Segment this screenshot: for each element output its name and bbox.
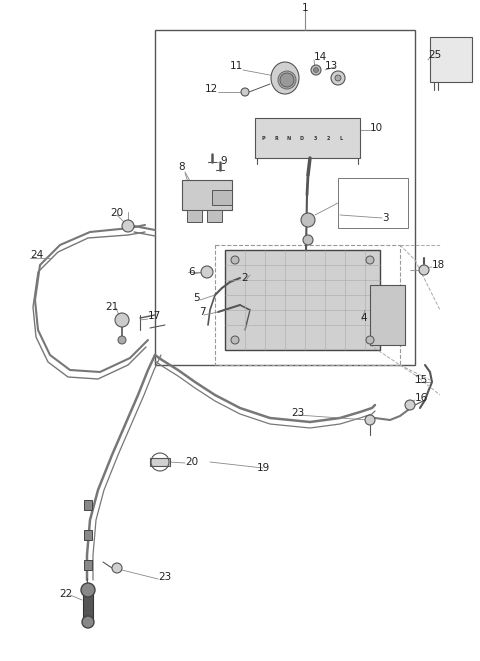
Text: N: N bbox=[287, 136, 291, 141]
Text: 25: 25 bbox=[428, 50, 441, 60]
Bar bbox=[212, 190, 232, 205]
Bar bbox=[84, 500, 92, 510]
Circle shape bbox=[303, 235, 313, 245]
Circle shape bbox=[301, 213, 315, 227]
Ellipse shape bbox=[271, 62, 299, 94]
Bar bbox=[370, 285, 405, 345]
Circle shape bbox=[365, 415, 375, 425]
Text: 24: 24 bbox=[30, 250, 43, 260]
Text: D: D bbox=[300, 136, 304, 141]
Text: 11: 11 bbox=[230, 61, 243, 71]
Text: 2: 2 bbox=[241, 273, 248, 283]
Bar bbox=[338, 178, 408, 228]
Text: L: L bbox=[339, 136, 343, 141]
Circle shape bbox=[82, 616, 94, 628]
Circle shape bbox=[81, 583, 95, 597]
Bar bbox=[155, 30, 415, 365]
Text: 6: 6 bbox=[188, 267, 195, 277]
Bar bbox=[430, 37, 472, 82]
Bar bbox=[84, 530, 92, 540]
Text: 3: 3 bbox=[382, 213, 389, 223]
Circle shape bbox=[313, 67, 319, 73]
Circle shape bbox=[331, 71, 345, 85]
Bar bbox=[150, 458, 170, 466]
Bar bbox=[225, 250, 380, 350]
Text: 2: 2 bbox=[326, 136, 330, 141]
Ellipse shape bbox=[278, 71, 296, 89]
Text: 8: 8 bbox=[179, 162, 185, 172]
Text: P: P bbox=[261, 136, 265, 141]
Text: 15: 15 bbox=[415, 375, 428, 385]
Circle shape bbox=[231, 256, 239, 264]
Text: 16: 16 bbox=[415, 393, 428, 403]
Circle shape bbox=[201, 266, 213, 278]
Text: 20: 20 bbox=[110, 208, 123, 218]
Bar bbox=[207, 210, 222, 222]
Text: 12: 12 bbox=[205, 84, 218, 94]
Bar bbox=[84, 560, 92, 570]
Text: 13: 13 bbox=[325, 61, 338, 71]
Text: 4: 4 bbox=[360, 313, 367, 323]
Text: 23: 23 bbox=[291, 408, 305, 418]
Text: R: R bbox=[274, 136, 278, 141]
Text: 21: 21 bbox=[105, 302, 118, 312]
Text: 9: 9 bbox=[220, 156, 227, 166]
Circle shape bbox=[118, 336, 126, 344]
Circle shape bbox=[112, 563, 122, 573]
Circle shape bbox=[419, 265, 429, 275]
Text: 17: 17 bbox=[148, 311, 161, 321]
Text: 7: 7 bbox=[199, 307, 206, 317]
Circle shape bbox=[231, 336, 239, 344]
Circle shape bbox=[115, 313, 129, 327]
Bar bbox=[255, 118, 360, 158]
Text: 10: 10 bbox=[370, 123, 383, 133]
Text: 5: 5 bbox=[193, 293, 200, 303]
Text: 23: 23 bbox=[158, 572, 171, 582]
Bar bbox=[187, 210, 202, 222]
Text: 20: 20 bbox=[185, 457, 199, 467]
Bar bbox=[215, 245, 400, 365]
Circle shape bbox=[366, 336, 374, 344]
Text: 3: 3 bbox=[313, 136, 317, 141]
Text: 18: 18 bbox=[432, 260, 445, 270]
Circle shape bbox=[311, 65, 321, 75]
Circle shape bbox=[241, 88, 249, 96]
Text: 22: 22 bbox=[59, 589, 72, 599]
Bar bbox=[83, 590, 93, 620]
Circle shape bbox=[405, 400, 415, 410]
Circle shape bbox=[335, 75, 341, 81]
Text: 14: 14 bbox=[314, 52, 327, 62]
Bar bbox=[182, 180, 232, 210]
Text: 1: 1 bbox=[302, 3, 308, 13]
Circle shape bbox=[122, 220, 134, 232]
Circle shape bbox=[366, 256, 374, 264]
Circle shape bbox=[280, 73, 294, 87]
Text: 19: 19 bbox=[256, 463, 270, 473]
